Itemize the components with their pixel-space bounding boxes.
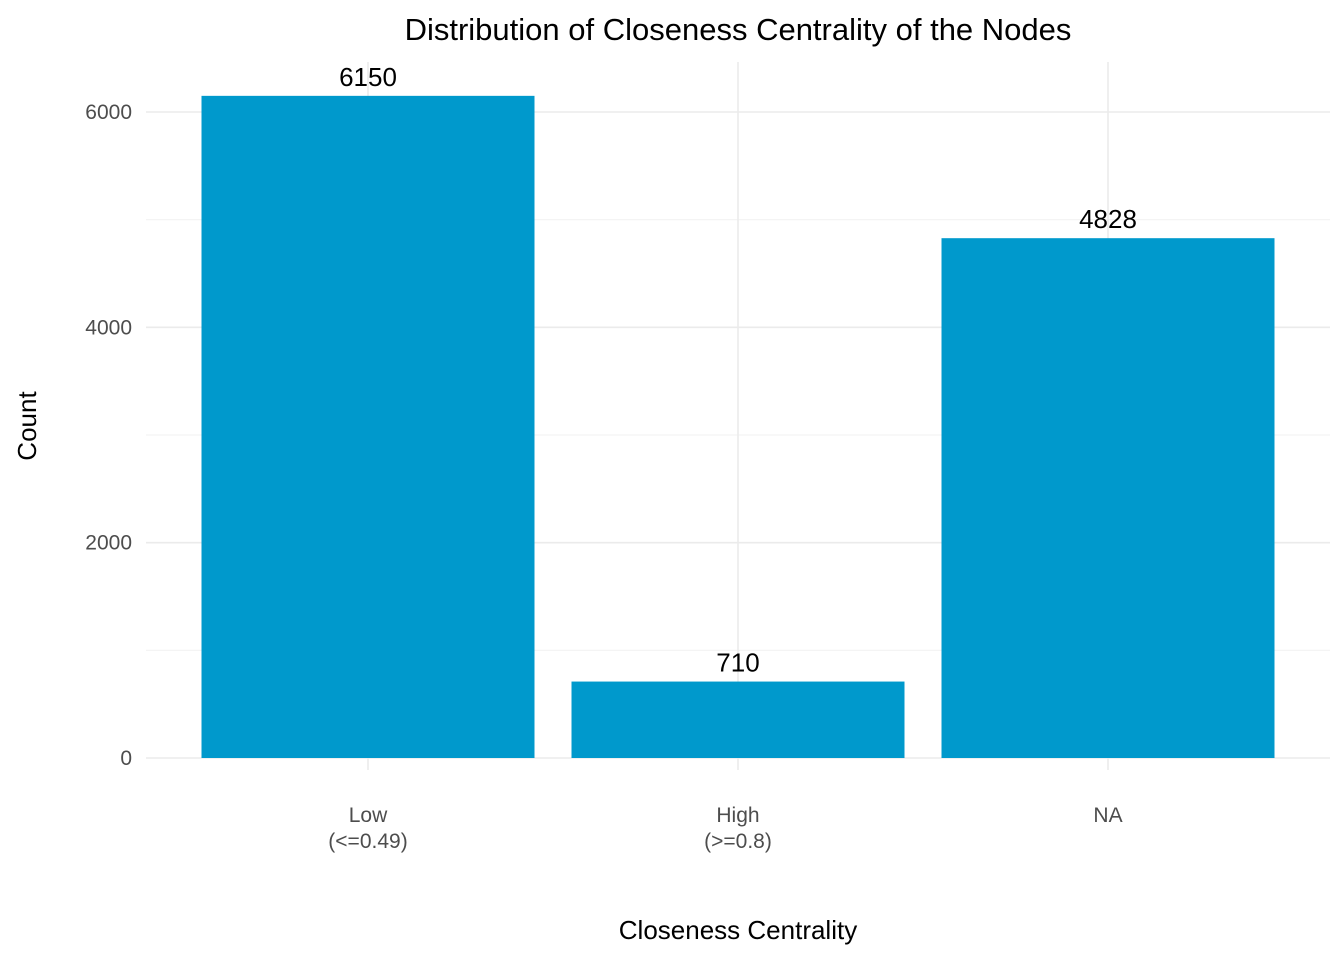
y-tick-label: 0 (120, 747, 132, 770)
x-axis-ticks: Low (<=0.49) High (>=0.8) NA (328, 804, 1122, 853)
y-axis-ticks: 0 2000 4000 6000 (85, 101, 132, 770)
bar (571, 681, 905, 758)
data-label: 4828 (1079, 204, 1137, 234)
x-axis-title: Closeness Centrality (619, 915, 857, 945)
y-axis-title: Count (12, 391, 42, 461)
chart-title: Distribution of Closeness Centrality of … (405, 12, 1072, 47)
x-tick-label: High (>=0.8) (704, 804, 772, 853)
data-label: 710 (716, 648, 759, 678)
y-tick-label: 2000 (85, 532, 132, 555)
bar (201, 95, 535, 759)
bar (941, 238, 1275, 759)
x-tick-label: NA (1093, 804, 1122, 827)
data-labels: 6150 710 4828 (339, 62, 1137, 678)
bars (201, 95, 1275, 759)
x-tick-label: Low (<=0.49) (328, 804, 407, 853)
y-tick-label: 4000 (85, 316, 132, 339)
data-label: 6150 (339, 62, 397, 92)
y-tick-label: 6000 (85, 101, 132, 124)
